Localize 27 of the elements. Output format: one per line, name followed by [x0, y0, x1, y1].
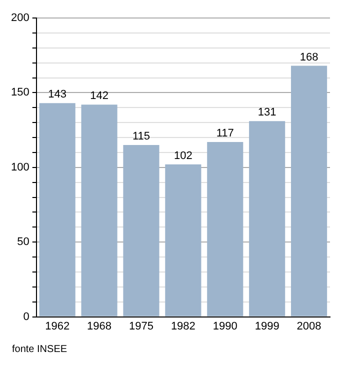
- data-label: 102: [174, 150, 192, 162]
- x-tick-label: 1962: [45, 320, 70, 332]
- source-note: fonte INSEE: [12, 344, 68, 355]
- bar: [39, 103, 76, 316]
- x-tick-label: 1990: [212, 320, 238, 332]
- bar: [249, 121, 286, 316]
- y-tick-label: 150: [10, 86, 30, 99]
- data-label: 142: [90, 90, 108, 102]
- bar: [123, 144, 160, 316]
- bar: [165, 164, 202, 316]
- x-tick-label: 1968: [87, 320, 112, 332]
- y-tick-label: 200: [10, 12, 30, 24]
- data-label: 131: [258, 106, 276, 119]
- data-label: 115: [132, 130, 150, 143]
- x-tick-label: 2008: [296, 320, 322, 332]
- data-label: 117: [216, 128, 234, 140]
- bar: [81, 104, 118, 316]
- x-tick-label: 1975: [128, 320, 154, 332]
- bar: [290, 66, 328, 316]
- y-tick-label: 100: [10, 161, 30, 174]
- x-tick-label: 1999: [254, 320, 280, 332]
- data-label: 143: [48, 88, 67, 101]
- bar: [207, 142, 244, 316]
- data-label: 168: [300, 51, 318, 64]
- y-tick-label: 50: [17, 236, 30, 248]
- y-tick-label: 0: [23, 310, 30, 323]
- x-tick-label: 1982: [170, 320, 196, 332]
